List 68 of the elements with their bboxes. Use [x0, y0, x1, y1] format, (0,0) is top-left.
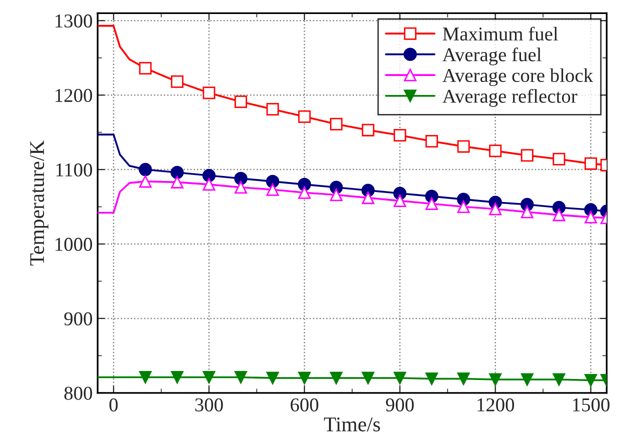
x-tick-label: 0 [109, 398, 118, 412]
y-tick-label: 1200 [56, 88, 92, 102]
point [489, 202, 502, 216]
x-tick-label: 600 [290, 398, 318, 412]
point [552, 208, 566, 222]
point [298, 186, 311, 199]
x-tick-label: 300 [195, 398, 223, 412]
point [170, 75, 184, 88]
point [552, 152, 566, 166]
legend-label: Average core block [442, 68, 594, 86]
point [330, 188, 343, 202]
point [425, 372, 438, 386]
point [139, 175, 152, 188]
point [457, 200, 470, 214]
point [234, 172, 248, 186]
point [362, 192, 374, 204]
point [520, 206, 534, 218]
point [425, 134, 438, 148]
point [362, 372, 374, 384]
point [425, 198, 438, 210]
x-tick-label: 1200 [478, 398, 514, 412]
legend-label: Average fuel [442, 47, 542, 66]
point [584, 374, 598, 386]
point [266, 174, 280, 188]
x-tick-label: 900 [386, 398, 414, 412]
point [234, 96, 248, 108]
point [170, 176, 184, 188]
point [170, 371, 184, 384]
point [584, 157, 598, 170]
y-tick-label: 800 [64, 386, 92, 400]
point [266, 183, 279, 196]
y-axis-title: Temperature/K [30, 140, 48, 266]
legend-label: Maximum fuel [442, 26, 558, 41]
y-tick-label: 1300 [56, 14, 92, 28]
point [584, 210, 598, 224]
point [362, 124, 374, 136]
point [266, 372, 279, 384]
point [457, 140, 470, 153]
x-axis-title: Time/s [324, 417, 380, 432]
point [234, 371, 248, 384]
point [298, 372, 311, 384]
point [170, 166, 184, 180]
x-tick-label: 1500 [573, 398, 610, 412]
point [139, 371, 152, 384]
point [202, 371, 216, 384]
point [139, 62, 152, 75]
point [234, 181, 248, 194]
point [202, 168, 216, 182]
point [266, 102, 279, 116]
point [489, 144, 502, 158]
legend-label: Average reflector [442, 88, 578, 107]
point [394, 194, 406, 208]
point [330, 372, 343, 384]
point [489, 373, 502, 386]
point [520, 373, 534, 386]
y-tick-label: 1100 [56, 163, 92, 176]
point [520, 149, 534, 162]
point [202, 178, 216, 191]
y-tick-label: 1000 [56, 238, 92, 251]
point [394, 372, 406, 384]
point [202, 86, 216, 100]
point [330, 118, 343, 130]
point [298, 110, 311, 123]
point [552, 373, 566, 386]
point [457, 372, 470, 386]
point [138, 162, 152, 176]
y-tick-label: 900 [64, 312, 92, 326]
point [394, 129, 406, 142]
